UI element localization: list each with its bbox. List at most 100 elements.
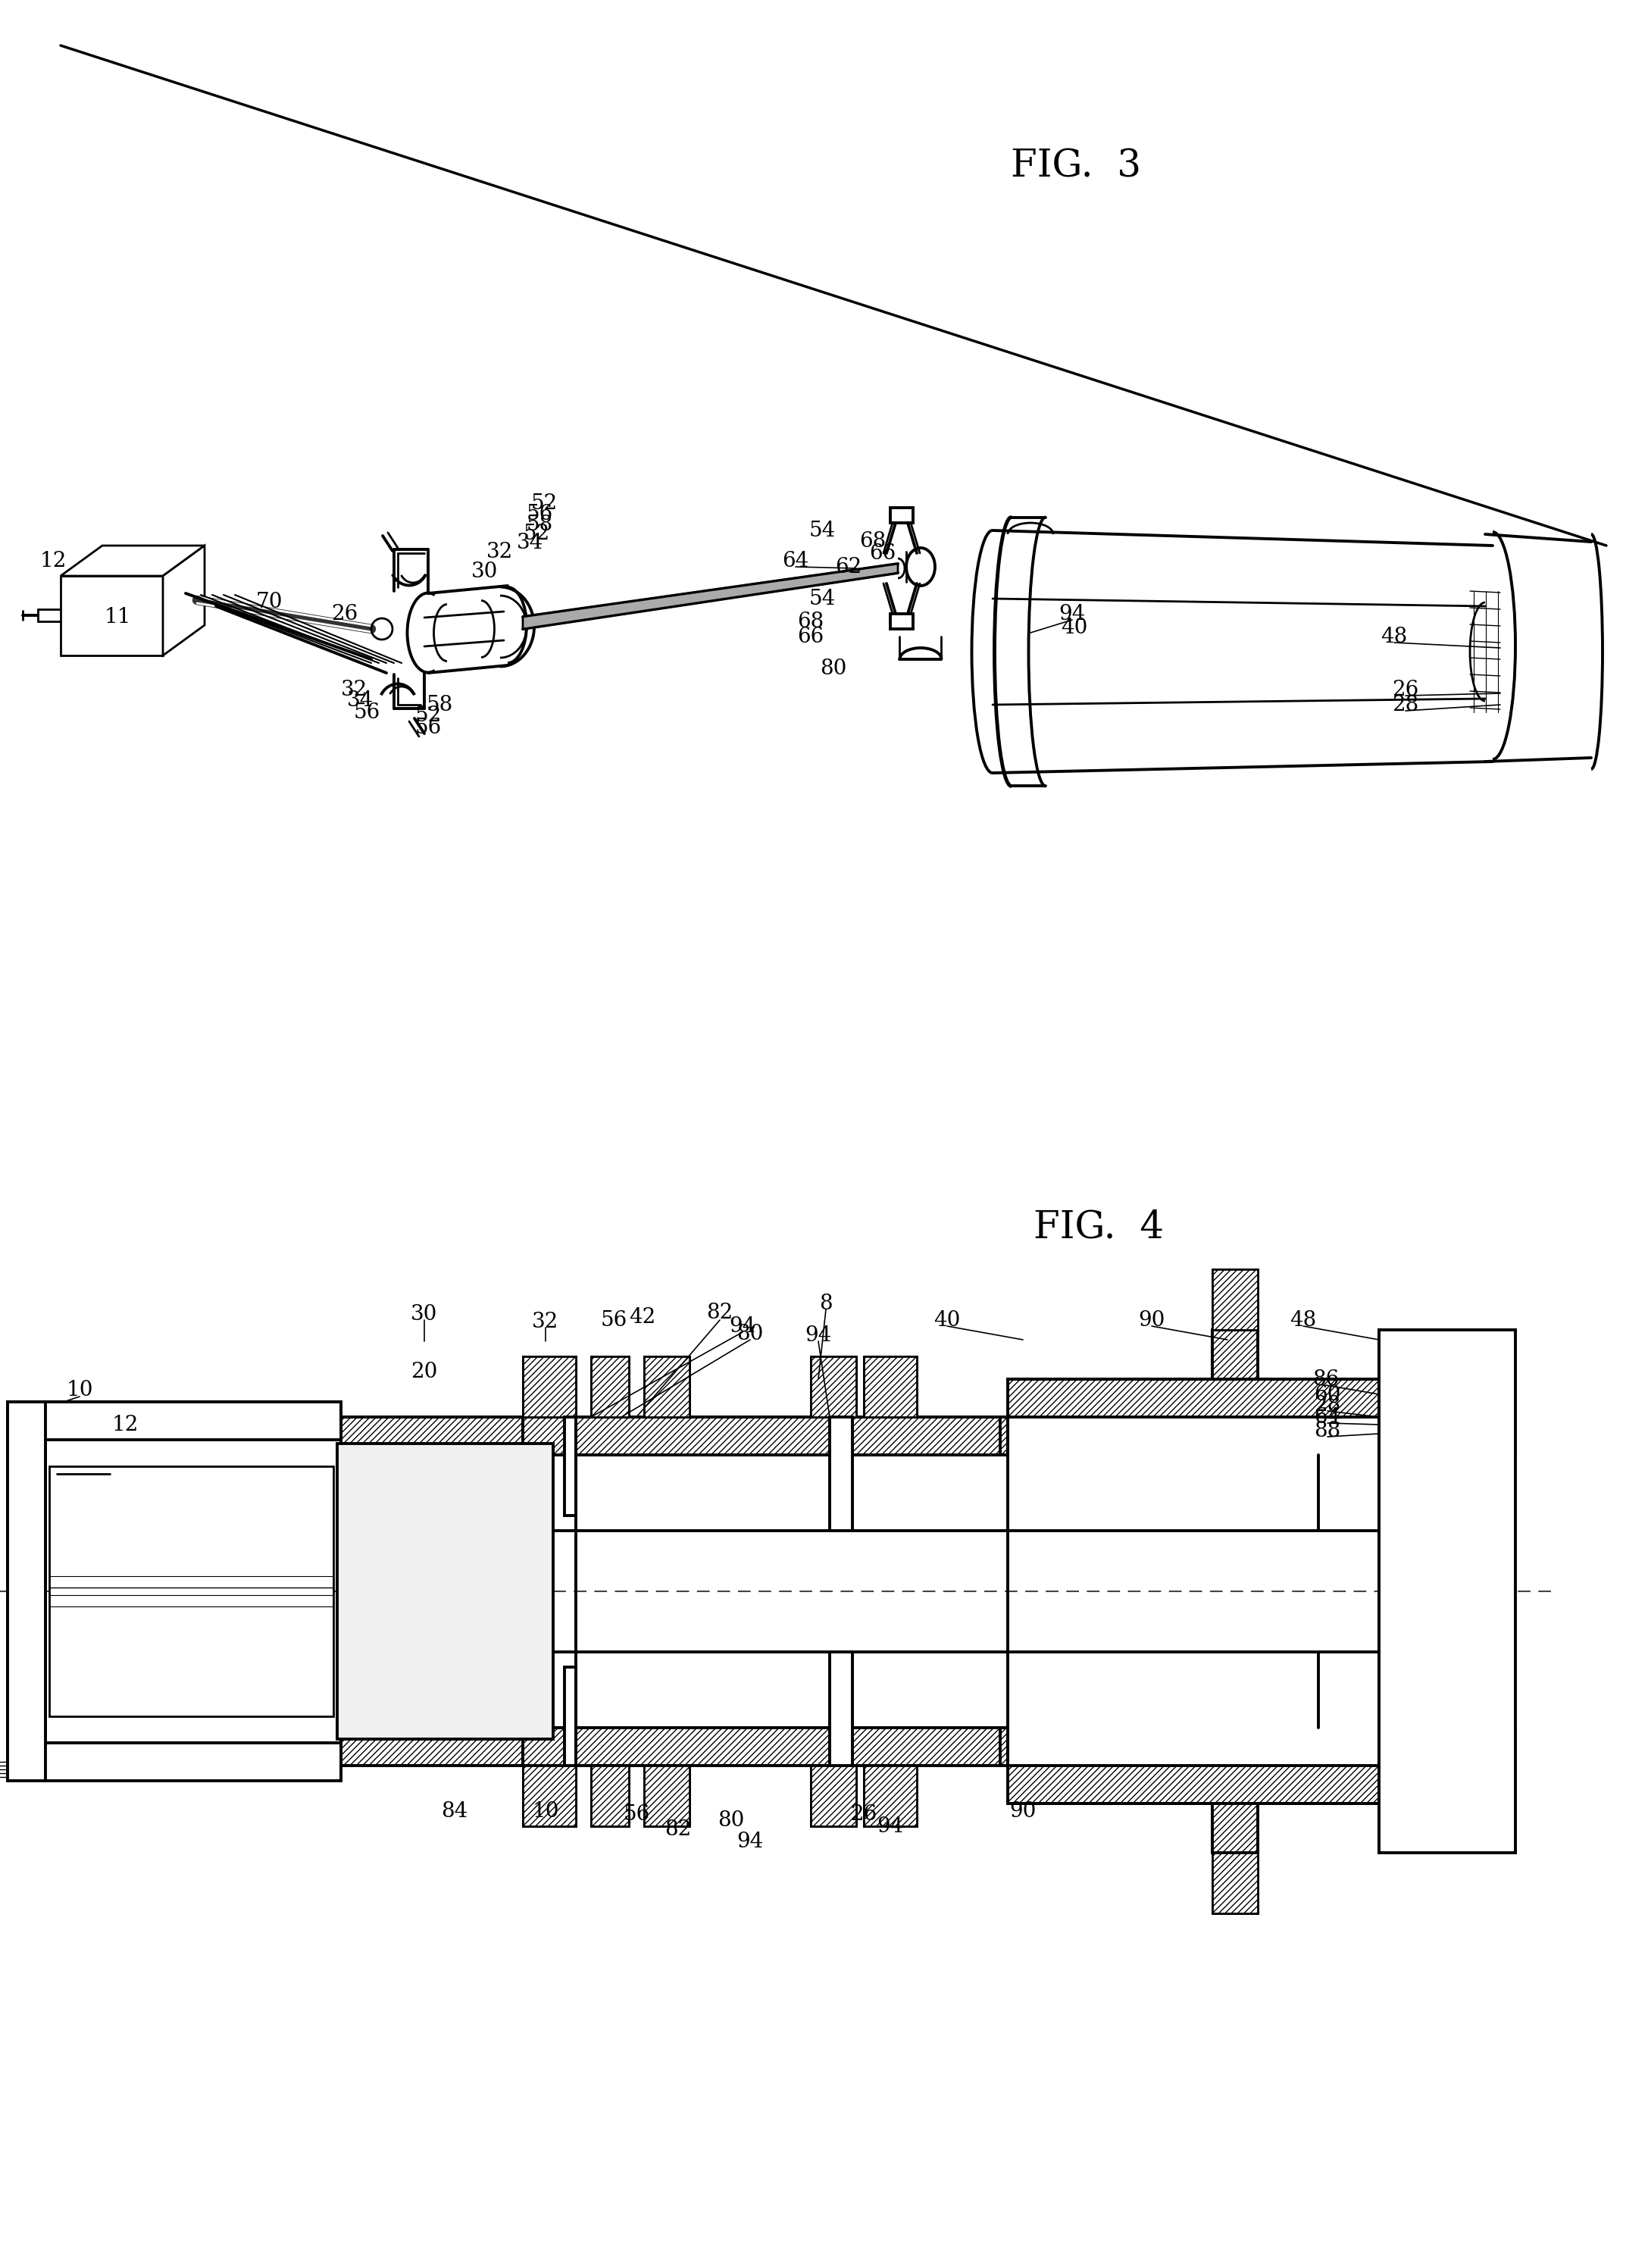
- Polygon shape: [565, 1667, 575, 1765]
- Text: 66: 66: [798, 626, 824, 646]
- Text: 66: 66: [870, 542, 897, 562]
- Bar: [1213, 1803, 1257, 1853]
- Text: 40: 40: [1061, 617, 1088, 637]
- Bar: [569, 1418, 834, 1454]
- Polygon shape: [1213, 1329, 1257, 1379]
- Polygon shape: [829, 1651, 852, 1765]
- Bar: [644, 1765, 689, 1826]
- Text: 88: 88: [1313, 1420, 1341, 1440]
- Text: 12: 12: [112, 1415, 138, 1436]
- Text: 58: 58: [427, 694, 453, 714]
- Polygon shape: [864, 1765, 916, 1826]
- Text: 60: 60: [1313, 1383, 1341, 1404]
- Polygon shape: [644, 1356, 689, 1418]
- Bar: [864, 1356, 916, 1418]
- Text: 54: 54: [809, 519, 836, 540]
- Bar: [1007, 1379, 1379, 1418]
- Bar: [569, 1728, 834, 1765]
- Text: 80: 80: [719, 1810, 745, 1830]
- Text: 56: 56: [415, 717, 442, 737]
- Text: 82: 82: [664, 1819, 692, 1839]
- Text: 94: 94: [804, 1325, 832, 1345]
- Polygon shape: [1213, 1270, 1257, 1329]
- Polygon shape: [1379, 1329, 1516, 1853]
- Text: 52: 52: [415, 705, 442, 726]
- Text: 28: 28: [1313, 1395, 1341, 1415]
- Text: 82: 82: [707, 1304, 733, 1325]
- Text: 34: 34: [348, 692, 374, 712]
- Text: 62: 62: [836, 556, 862, 576]
- Text: 42: 42: [630, 1306, 656, 1327]
- Text: 56: 56: [526, 503, 552, 524]
- Bar: [829, 1418, 852, 1531]
- Bar: [522, 1728, 575, 1765]
- Bar: [864, 1765, 916, 1826]
- Polygon shape: [61, 547, 204, 576]
- Text: 64: 64: [783, 551, 809, 572]
- Text: 56: 56: [600, 1311, 628, 1331]
- Bar: [834, 1418, 1000, 1454]
- Text: 56: 56: [353, 703, 381, 723]
- Text: 80: 80: [821, 660, 847, 680]
- Text: FIG.  3: FIG. 3: [1010, 147, 1140, 186]
- Polygon shape: [61, 576, 163, 655]
- Text: 94: 94: [737, 1830, 763, 1851]
- Text: 94: 94: [1058, 603, 1086, 624]
- Bar: [341, 1728, 1007, 1765]
- Polygon shape: [338, 1442, 554, 1740]
- Text: 94: 94: [728, 1315, 756, 1336]
- Text: 68: 68: [798, 610, 824, 631]
- Text: 54: 54: [809, 587, 836, 608]
- Text: 20: 20: [410, 1361, 438, 1381]
- Bar: [1213, 1329, 1257, 1379]
- Text: 32: 32: [532, 1313, 559, 1334]
- Text: 34: 34: [517, 533, 544, 553]
- Text: 28: 28: [1393, 694, 1419, 714]
- Polygon shape: [565, 1418, 575, 1515]
- Text: 80: 80: [737, 1325, 763, 1345]
- Text: 70: 70: [255, 592, 282, 612]
- Text: 52: 52: [522, 524, 550, 544]
- Text: 90: 90: [1010, 1801, 1037, 1821]
- Text: 84: 84: [442, 1801, 468, 1821]
- Text: 48: 48: [1381, 626, 1407, 646]
- Polygon shape: [49, 1467, 333, 1717]
- Text: 58: 58: [526, 515, 552, 535]
- Text: 56: 56: [623, 1805, 649, 1826]
- Text: 8: 8: [819, 1293, 832, 1313]
- Polygon shape: [8, 1402, 341, 1780]
- Bar: [1379, 1728, 1516, 1853]
- Bar: [8, 1742, 341, 1780]
- Text: 26: 26: [331, 603, 358, 624]
- Text: 48: 48: [1290, 1311, 1317, 1331]
- Bar: [522, 1765, 575, 1826]
- Text: 12: 12: [40, 551, 66, 572]
- Polygon shape: [864, 1356, 916, 1418]
- Polygon shape: [1213, 1803, 1257, 1853]
- Text: 32: 32: [486, 542, 514, 562]
- Text: 52: 52: [531, 494, 557, 515]
- Polygon shape: [522, 1765, 575, 1826]
- Polygon shape: [522, 1356, 575, 1418]
- Text: 40: 40: [934, 1311, 961, 1331]
- Text: 30: 30: [410, 1304, 438, 1325]
- Bar: [1213, 1270, 1257, 1329]
- Bar: [522, 1356, 575, 1418]
- Bar: [1007, 1765, 1379, 1803]
- Polygon shape: [811, 1765, 857, 1826]
- Polygon shape: [829, 1418, 852, 1531]
- Bar: [811, 1765, 857, 1826]
- Text: 10: 10: [66, 1381, 92, 1402]
- Polygon shape: [522, 565, 898, 628]
- Polygon shape: [592, 1765, 630, 1826]
- Text: 30: 30: [471, 562, 498, 583]
- Bar: [1213, 1853, 1257, 1914]
- Text: 64: 64: [1313, 1406, 1341, 1427]
- Bar: [8, 1402, 46, 1780]
- Bar: [592, 1765, 630, 1826]
- Bar: [592, 1356, 630, 1418]
- Bar: [522, 1418, 575, 1454]
- Text: 32: 32: [341, 680, 368, 701]
- Bar: [8, 1402, 341, 1440]
- Text: 94: 94: [877, 1817, 903, 1837]
